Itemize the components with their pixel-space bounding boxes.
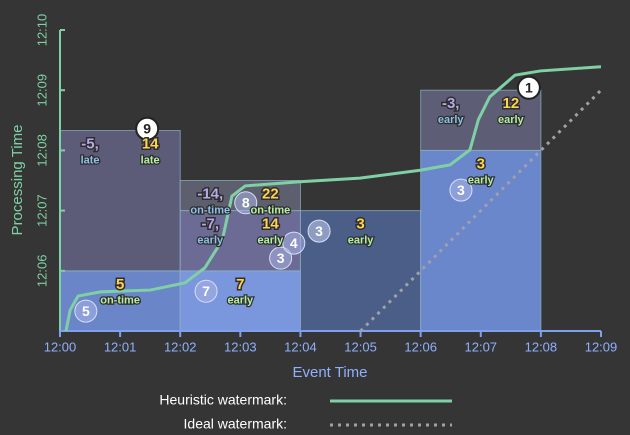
pane-value: 14 — [262, 216, 279, 233]
retraction-value: -7, — [202, 216, 220, 233]
point-label: 3 — [277, 250, 285, 266]
watermark-line — [359, 89, 603, 333]
retraction-value: -5, — [81, 136, 99, 153]
y-tick-label: 12:10 — [34, 14, 49, 47]
pane-timing: on-time — [251, 204, 291, 216]
x-tick-label: 12:01 — [104, 339, 137, 354]
retraction-timing: on-time — [190, 204, 230, 216]
data-point — [194, 279, 218, 303]
retraction-timing: late — [81, 154, 100, 166]
y-axis-title: Processing Time — [9, 125, 26, 236]
data-point — [307, 219, 331, 243]
retraction-value: -14, — [197, 185, 223, 202]
y-tick-label: 12:06 — [34, 255, 49, 288]
data-point — [516, 75, 541, 100]
data-point — [269, 246, 293, 270]
x-tick-label: 12:03 — [224, 339, 257, 354]
pane-timing: early — [227, 295, 254, 307]
pane-value: 3 — [356, 216, 364, 233]
point-label: 5 — [82, 303, 90, 319]
legend-label: Heuristic watermark: — [159, 392, 287, 408]
x-tick-label: 12:07 — [465, 339, 498, 354]
pane-value: 5 — [116, 276, 124, 293]
data-point — [234, 191, 258, 215]
pane-timing: early — [348, 235, 375, 247]
x-tick-label: 12:08 — [525, 339, 558, 354]
point-label: 3 — [457, 182, 465, 198]
pane — [420, 89, 542, 151]
x-tick-label: 12:06 — [404, 339, 437, 354]
pane-value: 3 — [477, 155, 485, 172]
x-tick-label: 12:09 — [585, 339, 618, 354]
pane-timing: on-time — [100, 295, 140, 307]
point-label: 7 — [202, 283, 210, 299]
x-tick-label: 12:02 — [164, 339, 197, 354]
pane-timing: early — [468, 174, 495, 186]
pane-timing: late — [141, 154, 160, 166]
pane-value: 7 — [236, 276, 244, 293]
data-point — [135, 116, 160, 141]
x-axis-title: Event Time — [292, 364, 367, 381]
data-point — [74, 299, 98, 323]
watermark-line — [64, 65, 602, 332]
point-label: 9 — [143, 120, 151, 136]
retraction-timing: early — [438, 114, 465, 126]
point-label: 3 — [315, 223, 323, 239]
x-tick-label: 12:00 — [44, 339, 77, 354]
y-tick-label: 12:08 — [34, 134, 49, 167]
x-tick-label: 12:05 — [344, 339, 377, 354]
pane — [59, 130, 181, 272]
pane-timing: early — [498, 114, 525, 126]
retraction-timing: early — [197, 235, 224, 247]
retraction-value: -3, — [442, 95, 460, 112]
data-point — [449, 178, 473, 202]
pane-value: 12 — [502, 95, 519, 112]
pane-value: 22 — [262, 185, 279, 202]
pane-timing: early — [258, 235, 285, 247]
y-tick-label: 12:09 — [34, 74, 49, 107]
y-tick-label: 12:07 — [34, 194, 49, 227]
data-point — [282, 231, 306, 255]
x-tick-label: 12:04 — [284, 339, 317, 354]
pane-value: 14 — [142, 136, 159, 153]
legend-label: Ideal watermark: — [184, 416, 287, 432]
point-label: 1 — [525, 79, 533, 95]
point-label: 4 — [290, 235, 298, 251]
point-label: 8 — [242, 194, 250, 210]
